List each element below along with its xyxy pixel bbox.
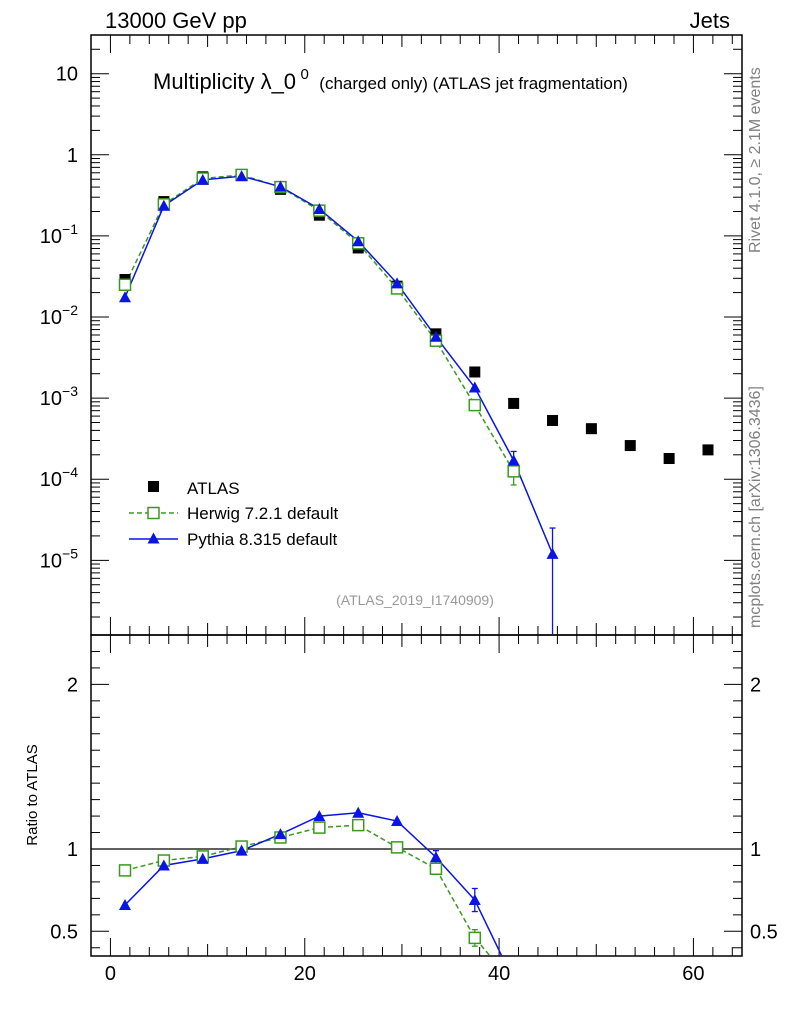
legend-pythia-marker — [147, 532, 160, 544]
pythia-ratio-point — [119, 898, 132, 910]
x-tick-label: 40 — [488, 963, 510, 985]
herwig-ratio-point — [118, 864, 132, 877]
atlas-data-point — [702, 444, 714, 456]
herwig-ratio-point — [351, 818, 365, 832]
plot-title-superscript: 0 — [301, 66, 309, 83]
plot-title-main: Multiplicity λ_0 — [153, 69, 296, 94]
pythia-point — [235, 170, 248, 182]
main-y-tick-label: 10−5 — [40, 545, 78, 572]
pythia-point — [391, 277, 404, 289]
x-tick-label: 20 — [294, 963, 316, 985]
pythia-point — [429, 330, 442, 342]
ratio-y-axis: 0.5 0.5 1 1 2 2 — [50, 650, 778, 949]
x-tick-label: 0 — [105, 963, 116, 985]
legend-herwig-marker — [147, 506, 160, 520]
analysis-id-label: (ATLAS_2019_I1740909) — [336, 592, 494, 608]
pythia-ratio-point — [235, 844, 248, 856]
atlas-data-point — [508, 397, 520, 409]
main-y-tick-label: 1 — [67, 145, 78, 167]
atlas-data-point — [547, 414, 559, 426]
ratio-plot-series — [91, 806, 742, 956]
atlas-data-point — [585, 423, 597, 435]
pythia-ratio-point — [352, 806, 365, 818]
pythia-point — [196, 173, 209, 185]
pythia-ratio-point — [157, 859, 170, 871]
main-y-tick-label: 10−1 — [40, 221, 78, 248]
rivet-version-label: Rivet 4.1.0, ≥ 2.1M events — [747, 67, 764, 253]
mcplots-label: mcplots.cern.ch [arXiv:1306.3436] — [747, 386, 764, 628]
herwig-point — [468, 398, 482, 412]
pythia-point — [119, 291, 132, 303]
pythia-point — [313, 202, 326, 214]
legend-atlas-label: ATLAS — [187, 479, 240, 498]
plot-title: Multiplicity λ_0 0 (charged only) (ATLAS… — [153, 66, 628, 94]
pythia-line — [124, 175, 554, 555]
ratio-y-tick-label: 1 — [67, 839, 78, 861]
herwig-ratio-point — [429, 862, 443, 876]
pythia-point — [274, 180, 287, 192]
main-y-tick-label: 10−4 — [40, 464, 78, 491]
header-left-text: 13000 GeV pp — [105, 8, 247, 33]
legend-pythia-label: Pythia 8.315 default — [187, 530, 338, 549]
legend-atlas-marker — [148, 481, 159, 492]
ratio-axis-label: Ratio to ATLAS — [24, 744, 41, 845]
herwig-line — [124, 174, 515, 472]
x-tick-label: 60 — [682, 963, 704, 985]
main-plot-series — [118, 168, 714, 635]
herwig-ratio-point — [390, 841, 404, 854]
x-axis: 0 20 40 60 — [105, 35, 733, 985]
pythia-ratio-point — [429, 851, 442, 863]
ratio-y-tick-label: 0.5 — [50, 921, 78, 943]
legend: ATLAS Herwig 7.2.1 default Pythia 8.315 … — [129, 479, 338, 549]
legend-herwig-label: Herwig 7.2.1 default — [187, 504, 338, 523]
main-y-tick-label: 10−3 — [40, 383, 78, 410]
herwig-ratio-point — [468, 931, 482, 945]
pythia-ratio-point — [391, 815, 404, 827]
main-y-tick-label: 10−2 — [40, 302, 78, 329]
ratio-y-tick-label-right: 1 — [750, 839, 761, 861]
pythia-point — [507, 454, 520, 466]
header-right-text: Jets — [690, 8, 730, 33]
pythia-ratio-point — [196, 852, 209, 864]
pythia-point — [352, 235, 365, 247]
herwig-ratio-line — [124, 824, 492, 956]
ratio-plot-frame — [90, 634, 743, 957]
pythia-point — [157, 199, 170, 211]
plot-title-subtitle: (charged only) (ATLAS jet fragmentation) — [319, 74, 628, 93]
atlas-data-point — [663, 453, 675, 465]
ratio-y-tick-label: 2 — [67, 674, 78, 696]
pythia-ratio-point — [468, 894, 481, 906]
herwig-point — [507, 465, 520, 478]
herwig-point — [118, 278, 132, 291]
ratio-y-tick-label-right: 0.5 — [750, 921, 778, 943]
pythia-point — [468, 381, 481, 393]
main-y-axis: 10 1 10−1 10−2 10−3 10−4 10−5 — [40, 34, 742, 618]
main-y-tick-label: 10 — [56, 64, 78, 86]
atlas-data-point — [624, 440, 636, 452]
pythia-ratio-point — [274, 828, 287, 840]
pythia-point — [546, 547, 559, 559]
ratio-y-tick-label-right: 2 — [750, 674, 761, 696]
atlas-data-point — [469, 366, 481, 378]
herwig-ratio-point — [313, 821, 326, 834]
pythia-ratio-point — [313, 810, 326, 822]
